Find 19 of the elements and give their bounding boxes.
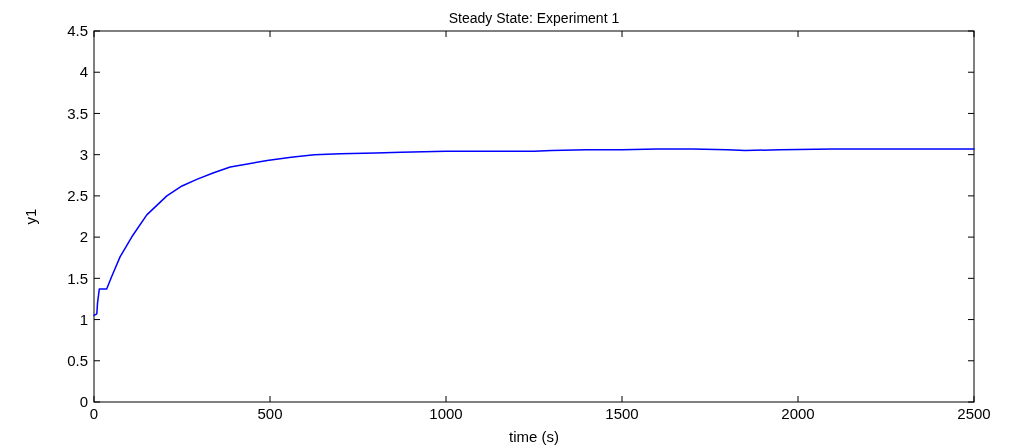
- y-tick-label: 4.5: [67, 22, 88, 40]
- x-tick-label: 1500: [605, 405, 639, 422]
- y-tick-label: 3.5: [67, 104, 88, 122]
- y-tick-label: 0: [79, 393, 88, 411]
- x-tick-label: 2500: [957, 405, 991, 422]
- y-tick-label: 2: [79, 228, 88, 246]
- line-series: [93, 148, 975, 317]
- y-tick-label: 1.5: [67, 269, 88, 287]
- x-tick-label: 2000: [781, 405, 815, 422]
- y-tick-label: 2.5: [67, 187, 88, 205]
- x-axis-title: time (s): [509, 428, 559, 445]
- chart-title: Steady State: Experiment 1: [448, 10, 620, 26]
- y-tick-label: 3: [79, 145, 88, 163]
- x-tick-label: 500: [257, 405, 283, 422]
- y-tick-label: 0.5: [67, 352, 88, 370]
- y-axis-title: y1: [22, 208, 39, 225]
- y-tick-label: 4: [79, 63, 88, 81]
- y-tick-label: 1: [79, 310, 88, 328]
- x-tick-label: 1000: [429, 405, 463, 422]
